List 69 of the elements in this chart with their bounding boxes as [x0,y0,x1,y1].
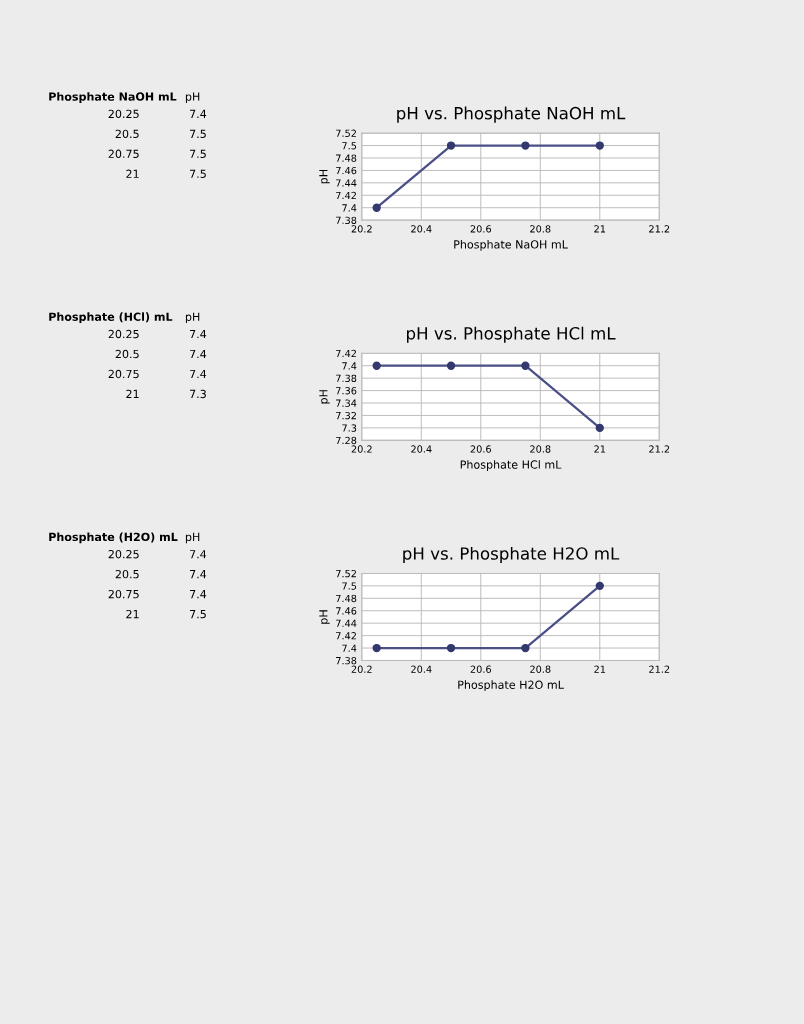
chart-title: pH vs. Phosphate HCl mL [407,326,616,343]
x-tick-label: 20.4 [411,225,432,233]
x-tick-label: 20.8 [530,225,551,233]
x-tick-label: 20.4 [411,445,432,453]
y-tick-label: 7.5 [342,582,357,590]
text: 21 7.5 [126,169,206,178]
x-tick-label: 21.2 [649,445,670,453]
y-tick-label: 7.42 [336,632,356,640]
y-tick-label: 7.38 [336,216,357,224]
text: 20.75 7.4 [108,589,207,599]
y-tick-label: 7.42 [336,349,356,357]
x-tick-label: 20.6 [470,225,491,233]
y-tick-label: 7.34 [336,399,357,407]
y-tick-label: 7.44 [336,619,357,627]
x-axis-title: Phosphate HCl mL [460,460,562,471]
x-tick-label: 21.2 [649,665,670,673]
y-tick-label: 7.5 [342,142,357,150]
x-tick-label: 21.2 [649,225,670,233]
y-tick-label: 7.44 [336,179,357,187]
text: 20.5 7.4 [115,349,207,359]
x-tick-label: 20.2 [351,445,372,453]
text: pH [185,312,200,324]
chart-title: pH vs. Phosphate H2O mL [403,546,620,564]
text: Phosphate (HCl) mL [49,312,173,324]
text: 21 7.3 [126,389,206,399]
x-tick-label: 20.6 [470,445,491,453]
y-tick-label: 7.46 [336,166,357,175]
y-tick-label: 7.52 [336,569,356,578]
y-tick-label: 7.4 [342,644,357,652]
x-tick-label: 20.8 [530,665,551,673]
x-tick-label: 20.2 [351,225,372,233]
text: 20.5 7.4 [115,569,207,579]
text: 20.25 7.4 [108,109,207,119]
y-axis-title: pH [319,170,330,184]
text: 20.5 7.5 [115,129,206,139]
y-tick-label: 7.46 [336,607,357,615]
y-tick-label: 7.36 [336,387,357,395]
y-tick-label: 7.28 [336,436,357,445]
text: Phosphate (H2O) mL [49,532,178,544]
text: 20.75 7.5 [108,149,206,158]
y-tick-label: 7.3 [342,424,357,432]
x-tick-label: 21 [594,225,606,233]
text: pH [185,92,200,103]
text: pH [185,532,200,544]
y-axis-title: pH [319,610,330,624]
x-tick-label: 20.6 [470,665,491,673]
y-axis-title: pH [319,390,330,404]
text: Phosphate NaOH mL [49,92,177,103]
x-axis-title: Phosphate H2O mL [458,680,564,692]
text: 21 7.5 [126,609,206,619]
x-tick-label: 20.4 [411,665,432,673]
y-tick-label: 7.4 [342,362,357,370]
y-tick-label: 7.42 [336,191,356,199]
text: 20.25 7.4 [108,549,207,559]
chart-title: pH vs. Phosphate NaOH mL [397,106,626,123]
x-axis-title: Phosphate NaOH mL [454,239,568,251]
y-tick-label: 7.32 [336,411,356,420]
y-tick-label: 7.38 [336,374,357,382]
x-tick-label: 21 [594,445,606,453]
y-tick-label: 7.4 [342,204,357,212]
x-tick-label: 20.2 [351,665,372,673]
text: 20.25 7.4 [108,329,207,339]
x-tick-label: 21 [594,665,606,673]
y-tick-label: 7.48 [336,594,357,603]
x-tick-label: 20.8 [530,445,551,453]
y-tick-label: 7.52 [336,129,356,137]
text: 20.75 7.4 [108,369,207,379]
y-tick-label: 7.48 [336,154,357,162]
y-tick-label: 7.38 [336,656,357,665]
